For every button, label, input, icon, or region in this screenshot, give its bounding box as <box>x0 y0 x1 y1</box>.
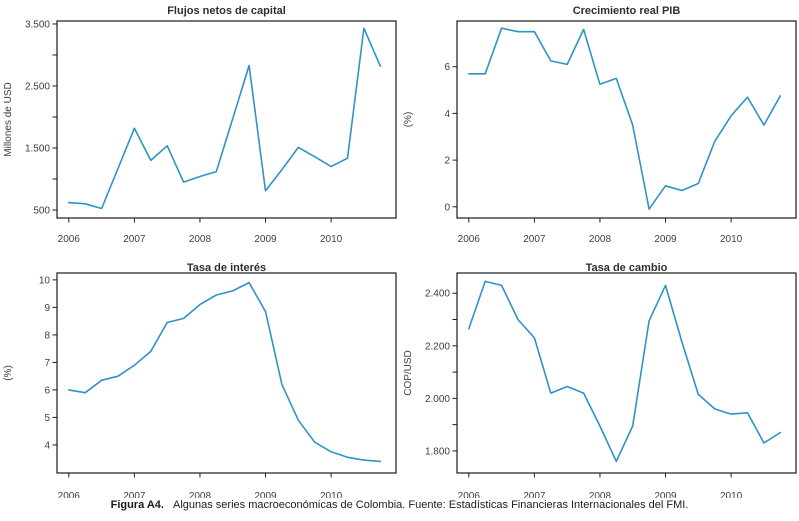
y-tick-label: 6 <box>444 62 450 73</box>
y-tick-label: 10 <box>39 275 51 286</box>
x-tick-label: 2006 <box>458 234 481 245</box>
x-tick-label: 2010 <box>720 491 743 498</box>
plot-border <box>456 20 797 219</box>
x-tick-label: 2006 <box>458 491 481 498</box>
x-tick-label: 2006 <box>58 491 81 498</box>
y-tick-label: 4 <box>44 440 50 451</box>
y-axis-label: (%) <box>3 365 14 381</box>
x-tick-label: 2009 <box>654 234 677 245</box>
plot-border <box>456 272 797 474</box>
plot-area: 500 1.500 2.500 3.500 2006 2007 2008 2009 2010 <box>25 19 397 245</box>
chart-title: Crecimiento real PIB <box>573 5 681 17</box>
y-tick-label: 2.000 <box>425 394 450 405</box>
x-tick-label: 2010 <box>320 234 343 245</box>
plot-area: 4 5 6 7 8 9 10 2006 2007 2008 2009 2010 <box>39 272 397 498</box>
y-tick-label: 5 <box>44 413 50 424</box>
y-axis-label: Millones de USD <box>3 82 14 156</box>
x-tick-label: 2007 <box>523 491 546 498</box>
x-tick-label: 2008 <box>589 491 612 498</box>
chart-flujos-netos-de-capital: Flujos netos de capital Millones de USD … <box>3 5 397 245</box>
y-tick-label: 2.200 <box>425 341 450 352</box>
y-tick-label: 500 <box>33 206 50 217</box>
y-axis-label: COP/USD <box>403 350 414 396</box>
x-tick-label: 2008 <box>589 234 612 245</box>
chart-tasa-de-interes: Tasa de interés (%) 4 5 6 7 8 9 10 2006 2007 2008… <box>3 262 397 498</box>
chart-crecimiento-real-pib: Crecimiento real PIB (%) 0 2 4 6 2006 2007 200… <box>403 5 797 245</box>
figure-caption-label: Figura A4. <box>110 499 164 511</box>
y-tick-label: 7 <box>44 358 50 369</box>
x-tick-label: 2010 <box>720 234 743 245</box>
x-tick-label: 2007 <box>123 491 146 498</box>
y-tick-label: 1.800 <box>425 446 450 457</box>
plot-border <box>56 20 397 219</box>
figure-caption-text: Algunas series macroeconómicas de Colomb… <box>172 499 689 511</box>
y-tick-label: 1.500 <box>25 143 50 154</box>
x-tick-label: 2009 <box>254 234 277 245</box>
chart-tasa-de-cambio: Tasa de cambio COP/USD 1.800 2.000 2.200 2.… <box>403 262 797 498</box>
chart-title: Flujos netos de capital <box>167 5 286 17</box>
plot-area: 0 2 4 6 2006 2007 2008 2009 2010 <box>444 20 797 245</box>
y-tick-label: 2 <box>444 156 450 167</box>
x-tick-label: 2007 <box>523 234 546 245</box>
x-tick-label: 2010 <box>320 491 343 498</box>
y-tick-label: 3.500 <box>25 19 50 30</box>
x-tick-label: 2008 <box>189 234 212 245</box>
y-tick-label: 6 <box>44 385 50 396</box>
data-line <box>68 281 382 463</box>
y-tick-label: 0 <box>444 202 450 213</box>
x-tick-label: 2007 <box>123 234 146 245</box>
x-tick-label: 2009 <box>254 491 277 498</box>
figure-caption: Figura A4. Algunas series macroeconómicas… <box>0 499 799 511</box>
x-tick-label: 2008 <box>189 491 212 498</box>
x-tick-label: 2006 <box>58 234 81 245</box>
data-line <box>468 27 782 210</box>
chart-title: Tasa de cambio <box>586 262 668 274</box>
y-tick-label: 2.400 <box>425 289 450 300</box>
data-line <box>68 27 382 210</box>
x-tick-label: 2009 <box>654 491 677 498</box>
plot-border <box>56 272 397 474</box>
y-tick-label: 8 <box>44 330 50 341</box>
chart-title: Tasa de interés <box>187 262 266 274</box>
data-line <box>468 280 782 463</box>
y-tick-label: 9 <box>44 303 50 314</box>
y-tick-label: 4 <box>444 109 450 120</box>
y-tick-label: 2.500 <box>25 81 50 92</box>
plot-area: 1.800 2.000 2.200 2.400 2006 2007 2008 2009 2010 <box>425 272 797 498</box>
y-axis-label: (%) <box>403 112 414 128</box>
